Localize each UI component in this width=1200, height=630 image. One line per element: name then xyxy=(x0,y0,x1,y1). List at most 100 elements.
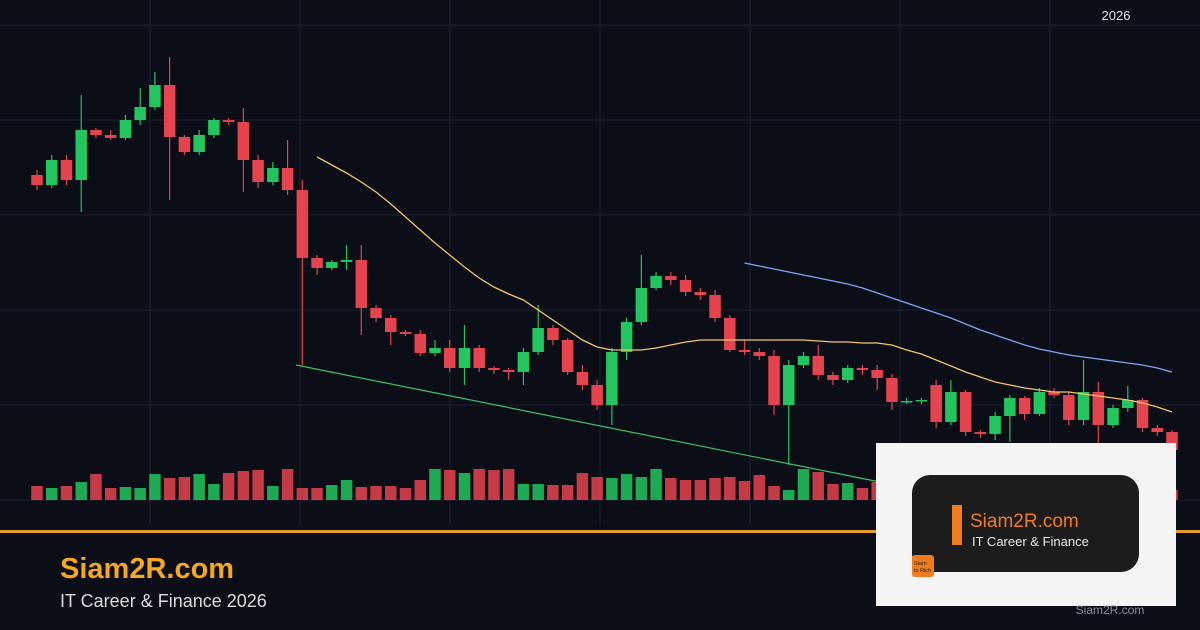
candle-body xyxy=(90,130,102,135)
volume-bar xyxy=(679,480,692,500)
volume-bar xyxy=(178,477,191,500)
volume-bar xyxy=(60,486,73,500)
trend-line xyxy=(295,364,881,483)
volume-bar xyxy=(591,477,603,500)
volume-bar xyxy=(488,470,500,500)
candle-body xyxy=(709,295,721,318)
volume-bar xyxy=(753,475,766,500)
candle-body xyxy=(635,288,648,322)
candle-body xyxy=(665,276,677,280)
volume-bar xyxy=(827,484,839,500)
volume-bar xyxy=(517,484,530,500)
candle-body xyxy=(576,372,589,385)
candle-body xyxy=(547,328,559,340)
volume-bar xyxy=(208,484,220,500)
volume-bar xyxy=(709,478,721,500)
candle-body xyxy=(31,175,43,185)
candle-body xyxy=(1063,395,1075,420)
candle-body xyxy=(1048,392,1060,395)
candle-body xyxy=(178,137,191,152)
candle-body xyxy=(134,107,146,120)
volume-bar xyxy=(694,480,707,500)
candle-body xyxy=(1092,392,1105,425)
logo-subtitle: IT Career & Finance xyxy=(972,534,1089,549)
candle-body xyxy=(532,328,544,352)
footer: Siam2R.com xyxy=(1076,603,1145,617)
volume-bar xyxy=(252,470,264,500)
candle-body xyxy=(1033,392,1046,414)
volume-bar xyxy=(149,474,161,500)
candle-body xyxy=(1107,408,1119,425)
volume-bar xyxy=(429,469,441,500)
candle-body xyxy=(237,122,250,160)
candle-body xyxy=(886,378,898,402)
candle-body xyxy=(738,350,751,352)
logo-icon-text: to Rich xyxy=(914,568,931,574)
candle-body xyxy=(414,334,426,353)
logo-title: Siam2R.com xyxy=(970,511,1079,532)
volume-bar xyxy=(606,478,618,500)
candle-body xyxy=(930,385,942,422)
divider xyxy=(0,530,876,533)
candle-body xyxy=(149,85,161,107)
volume-bar xyxy=(797,469,810,500)
candle-body xyxy=(1151,428,1164,432)
volume-bar xyxy=(399,488,412,500)
candle-body xyxy=(399,332,412,334)
candle-body xyxy=(797,356,810,365)
volume-bar xyxy=(134,488,146,500)
candle-body xyxy=(385,318,397,332)
logo-icon-text: Siam xyxy=(914,561,927,567)
volume-bar xyxy=(370,486,382,500)
candle-body xyxy=(606,352,618,405)
candle-body xyxy=(959,392,972,432)
volume-bar xyxy=(532,484,544,500)
candle-body xyxy=(561,340,574,372)
candle-body xyxy=(488,368,500,370)
volume-bar xyxy=(724,477,736,500)
volume-bar xyxy=(193,474,205,500)
candle-body xyxy=(1004,398,1016,416)
volume-bar xyxy=(576,473,589,500)
candle-body xyxy=(989,416,1001,434)
volume-bar xyxy=(163,478,176,500)
candle-body xyxy=(60,160,73,180)
logo-box: Siam2R.com IT Career & Finance Siam to R… xyxy=(876,443,1176,606)
divider xyxy=(1176,530,1200,533)
volume-bar xyxy=(768,486,780,500)
volume-bar xyxy=(119,487,132,500)
volume-bar xyxy=(547,485,559,500)
candle-body xyxy=(119,120,132,138)
candle-body xyxy=(502,370,515,372)
candle-body xyxy=(340,260,353,262)
candle-body xyxy=(650,276,662,288)
candle-body xyxy=(679,280,692,292)
volume-bar xyxy=(45,488,58,500)
moving-average xyxy=(744,262,1173,373)
candle-body xyxy=(104,135,117,138)
candle-body xyxy=(724,318,736,350)
volume-bar xyxy=(104,488,117,500)
candle-body xyxy=(827,375,839,380)
volume-bar xyxy=(31,486,43,500)
candle-body xyxy=(458,348,471,368)
candle-body xyxy=(281,168,294,190)
candle-body xyxy=(1136,400,1149,428)
volume-bar xyxy=(443,470,456,500)
volume-bar xyxy=(90,474,102,500)
candle-body xyxy=(1122,400,1134,408)
candle-body xyxy=(694,292,707,295)
candle-body xyxy=(945,392,957,422)
candle-body xyxy=(252,160,264,182)
volume-bar xyxy=(856,488,869,500)
volume-bar xyxy=(812,472,824,500)
volume-bar xyxy=(502,469,515,500)
candle-body xyxy=(768,356,780,405)
candle-body xyxy=(517,352,530,372)
volume-bar xyxy=(267,486,279,500)
candle-body xyxy=(296,190,309,258)
candle-body xyxy=(1018,398,1031,414)
volume-bar xyxy=(841,483,854,500)
volume-bar xyxy=(458,473,471,500)
candle-body xyxy=(75,130,87,180)
